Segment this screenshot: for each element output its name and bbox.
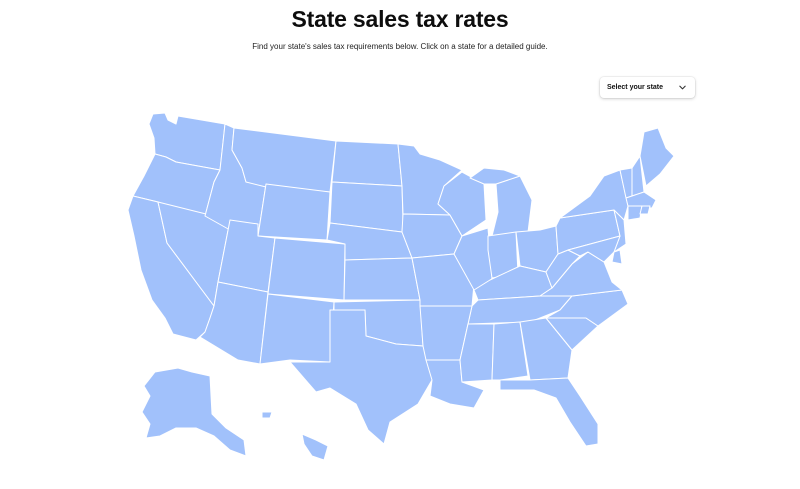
state-select-label: Select your state xyxy=(607,84,664,91)
state-new-jersey[interactable] xyxy=(613,209,627,253)
state-maine[interactable] xyxy=(639,127,675,187)
page-subtitle: Find your state's sales tax requirements… xyxy=(252,42,548,51)
state-montana[interactable] xyxy=(231,127,337,193)
state-michigan-up[interactable] xyxy=(469,167,521,185)
state-kansas[interactable] xyxy=(343,257,421,301)
state-rhode-island[interactable] xyxy=(639,205,651,215)
state-north-dakota[interactable] xyxy=(331,140,403,187)
state-wisconsin[interactable] xyxy=(437,171,487,237)
state-hawaii[interactable] xyxy=(301,433,329,461)
state-new-york[interactable] xyxy=(559,169,629,221)
state-alaska[interactable] xyxy=(141,367,247,457)
page-title: State sales tax rates xyxy=(291,6,509,32)
state-select-dropdown[interactable]: Select your state xyxy=(600,77,695,98)
state-georgia[interactable] xyxy=(519,317,573,381)
state-delaware[interactable] xyxy=(611,249,623,265)
state-texas[interactable] xyxy=(289,309,433,445)
state-wyoming[interactable] xyxy=(257,183,331,241)
state-florida[interactable] xyxy=(499,377,599,447)
state-colorado[interactable] xyxy=(267,237,346,301)
chevron-down-icon xyxy=(679,85,686,90)
state-mississippi[interactable] xyxy=(459,323,495,383)
state-alabama[interactable] xyxy=(491,321,529,381)
state-connecticut[interactable] xyxy=(627,205,643,221)
state-maryland[interactable] xyxy=(567,235,621,263)
state-massachusetts[interactable] xyxy=(625,191,657,209)
state-new-mexico[interactable] xyxy=(259,293,335,365)
state-michigan[interactable] xyxy=(491,175,533,237)
state-hawaii-islands[interactable] xyxy=(261,411,273,419)
